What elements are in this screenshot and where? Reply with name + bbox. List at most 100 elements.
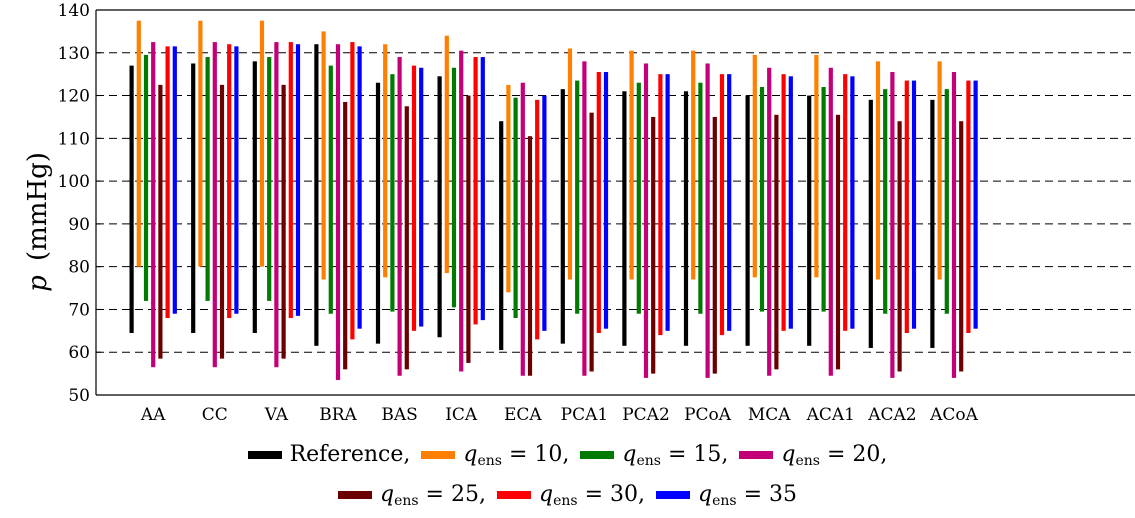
bar [944,89,949,314]
legend-swatch-q15 [580,451,615,459]
bar [129,65,134,333]
bar [205,57,210,301]
bar [875,61,881,280]
legend-q-subscript: ens [712,493,737,509]
bar [705,63,710,378]
y-tick-label: 90 [68,215,90,235]
x-category-label: MCA [748,405,791,425]
legend-q-value-20: 20 [852,442,881,467]
x-category-label: CC [202,405,228,425]
bar [651,116,656,374]
bar [136,20,141,267]
legend-q-subscript: ens [795,453,821,469]
bar [911,80,917,329]
legend-label-reference: Reference, [289,442,411,467]
y-tick-label: 130 [58,44,90,64]
bar [774,114,779,370]
legend-row-1: Reference, qens = 10, qens = 15, qens = … [0,438,1135,478]
bar [767,67,772,376]
bar [930,99,935,348]
bar [158,84,163,359]
bar [560,89,565,344]
legend-q-symbol: q [781,442,796,467]
bar [814,54,819,278]
legend-swatch-q35 [656,491,690,499]
bar [821,87,826,312]
y-tick-label: 70 [68,300,90,320]
bar [404,106,409,370]
bar [752,54,757,278]
bar [411,65,417,331]
legend-q-subscript: ens [394,493,419,509]
bar [321,31,326,280]
y-tick-labels: 50 60 70 80 90 100 110 120 130 140 [58,1,101,406]
svg-text:p (mmHg): p (mmHg) [23,152,53,292]
bar [295,44,301,316]
x-category-label: ACoA [929,405,979,425]
axes-group [95,9,1135,396]
bar [383,44,388,278]
legend-q-value-15: 15 [693,442,722,467]
bar [868,99,873,348]
bar [843,74,848,331]
bar [335,44,341,381]
bar [520,82,525,376]
legend-swatch-reference [247,451,282,459]
legend: Reference, qens = 10, qens = 15, qens = … [0,438,1135,518]
bar [459,50,464,372]
bar [506,84,511,293]
legend-swatch-q30 [496,491,531,499]
y-tick-label: 80 [68,258,90,278]
bar [807,95,812,346]
x-category-label: PCA1 [561,405,609,425]
bar [542,95,547,331]
bar [437,76,442,338]
legend-q-value-35: 35 [769,482,798,507]
bar [234,46,239,314]
bar [527,136,533,376]
bar [712,116,717,374]
bar [835,114,841,370]
bar [451,67,457,308]
bar [513,97,518,318]
bar [350,42,355,340]
bar [759,87,765,312]
bar [281,84,286,359]
legend-item-q25: qens = 25, [337,478,486,518]
bar [745,95,750,346]
legend-q-value-10: 10 [534,442,563,467]
legend-q-symbol: q [622,442,637,467]
bar [397,57,402,376]
legend-item-q15: qens = 15, [580,438,728,478]
bar [466,95,471,363]
legend-q-symbol: q [463,442,478,467]
y-tick-label: 100 [58,172,90,192]
legend-q-symbol: q [538,482,554,507]
y-tick-label: 110 [58,129,90,149]
chart-svg: 50 60 70 80 90 100 110 120 130 140 AA CC VA BRA BAS IC… [23,1,1135,425]
bar [582,61,587,376]
bar [328,65,333,314]
bar [665,74,670,331]
bar [567,48,573,280]
bar [151,42,156,368]
y-tick-label: 60 [68,343,90,363]
x-category-label: ICA [445,405,478,425]
legend-q-value-25: 25 [450,482,479,507]
bar [444,35,449,274]
bar [973,80,978,329]
bar [727,74,732,331]
bar [629,50,634,280]
x-category-label: BAS [381,405,417,425]
bar [951,72,957,378]
bar [535,99,540,340]
legend-item-reference: Reference, [247,438,411,472]
bar [959,121,964,372]
legend-q-subscript: ens [636,453,661,469]
bar [219,84,225,359]
y-axis-label: p (mmHg) [23,152,53,292]
bar [419,67,424,327]
bar [698,82,703,314]
bar [683,91,689,346]
x-category-label: BRA [319,405,357,425]
